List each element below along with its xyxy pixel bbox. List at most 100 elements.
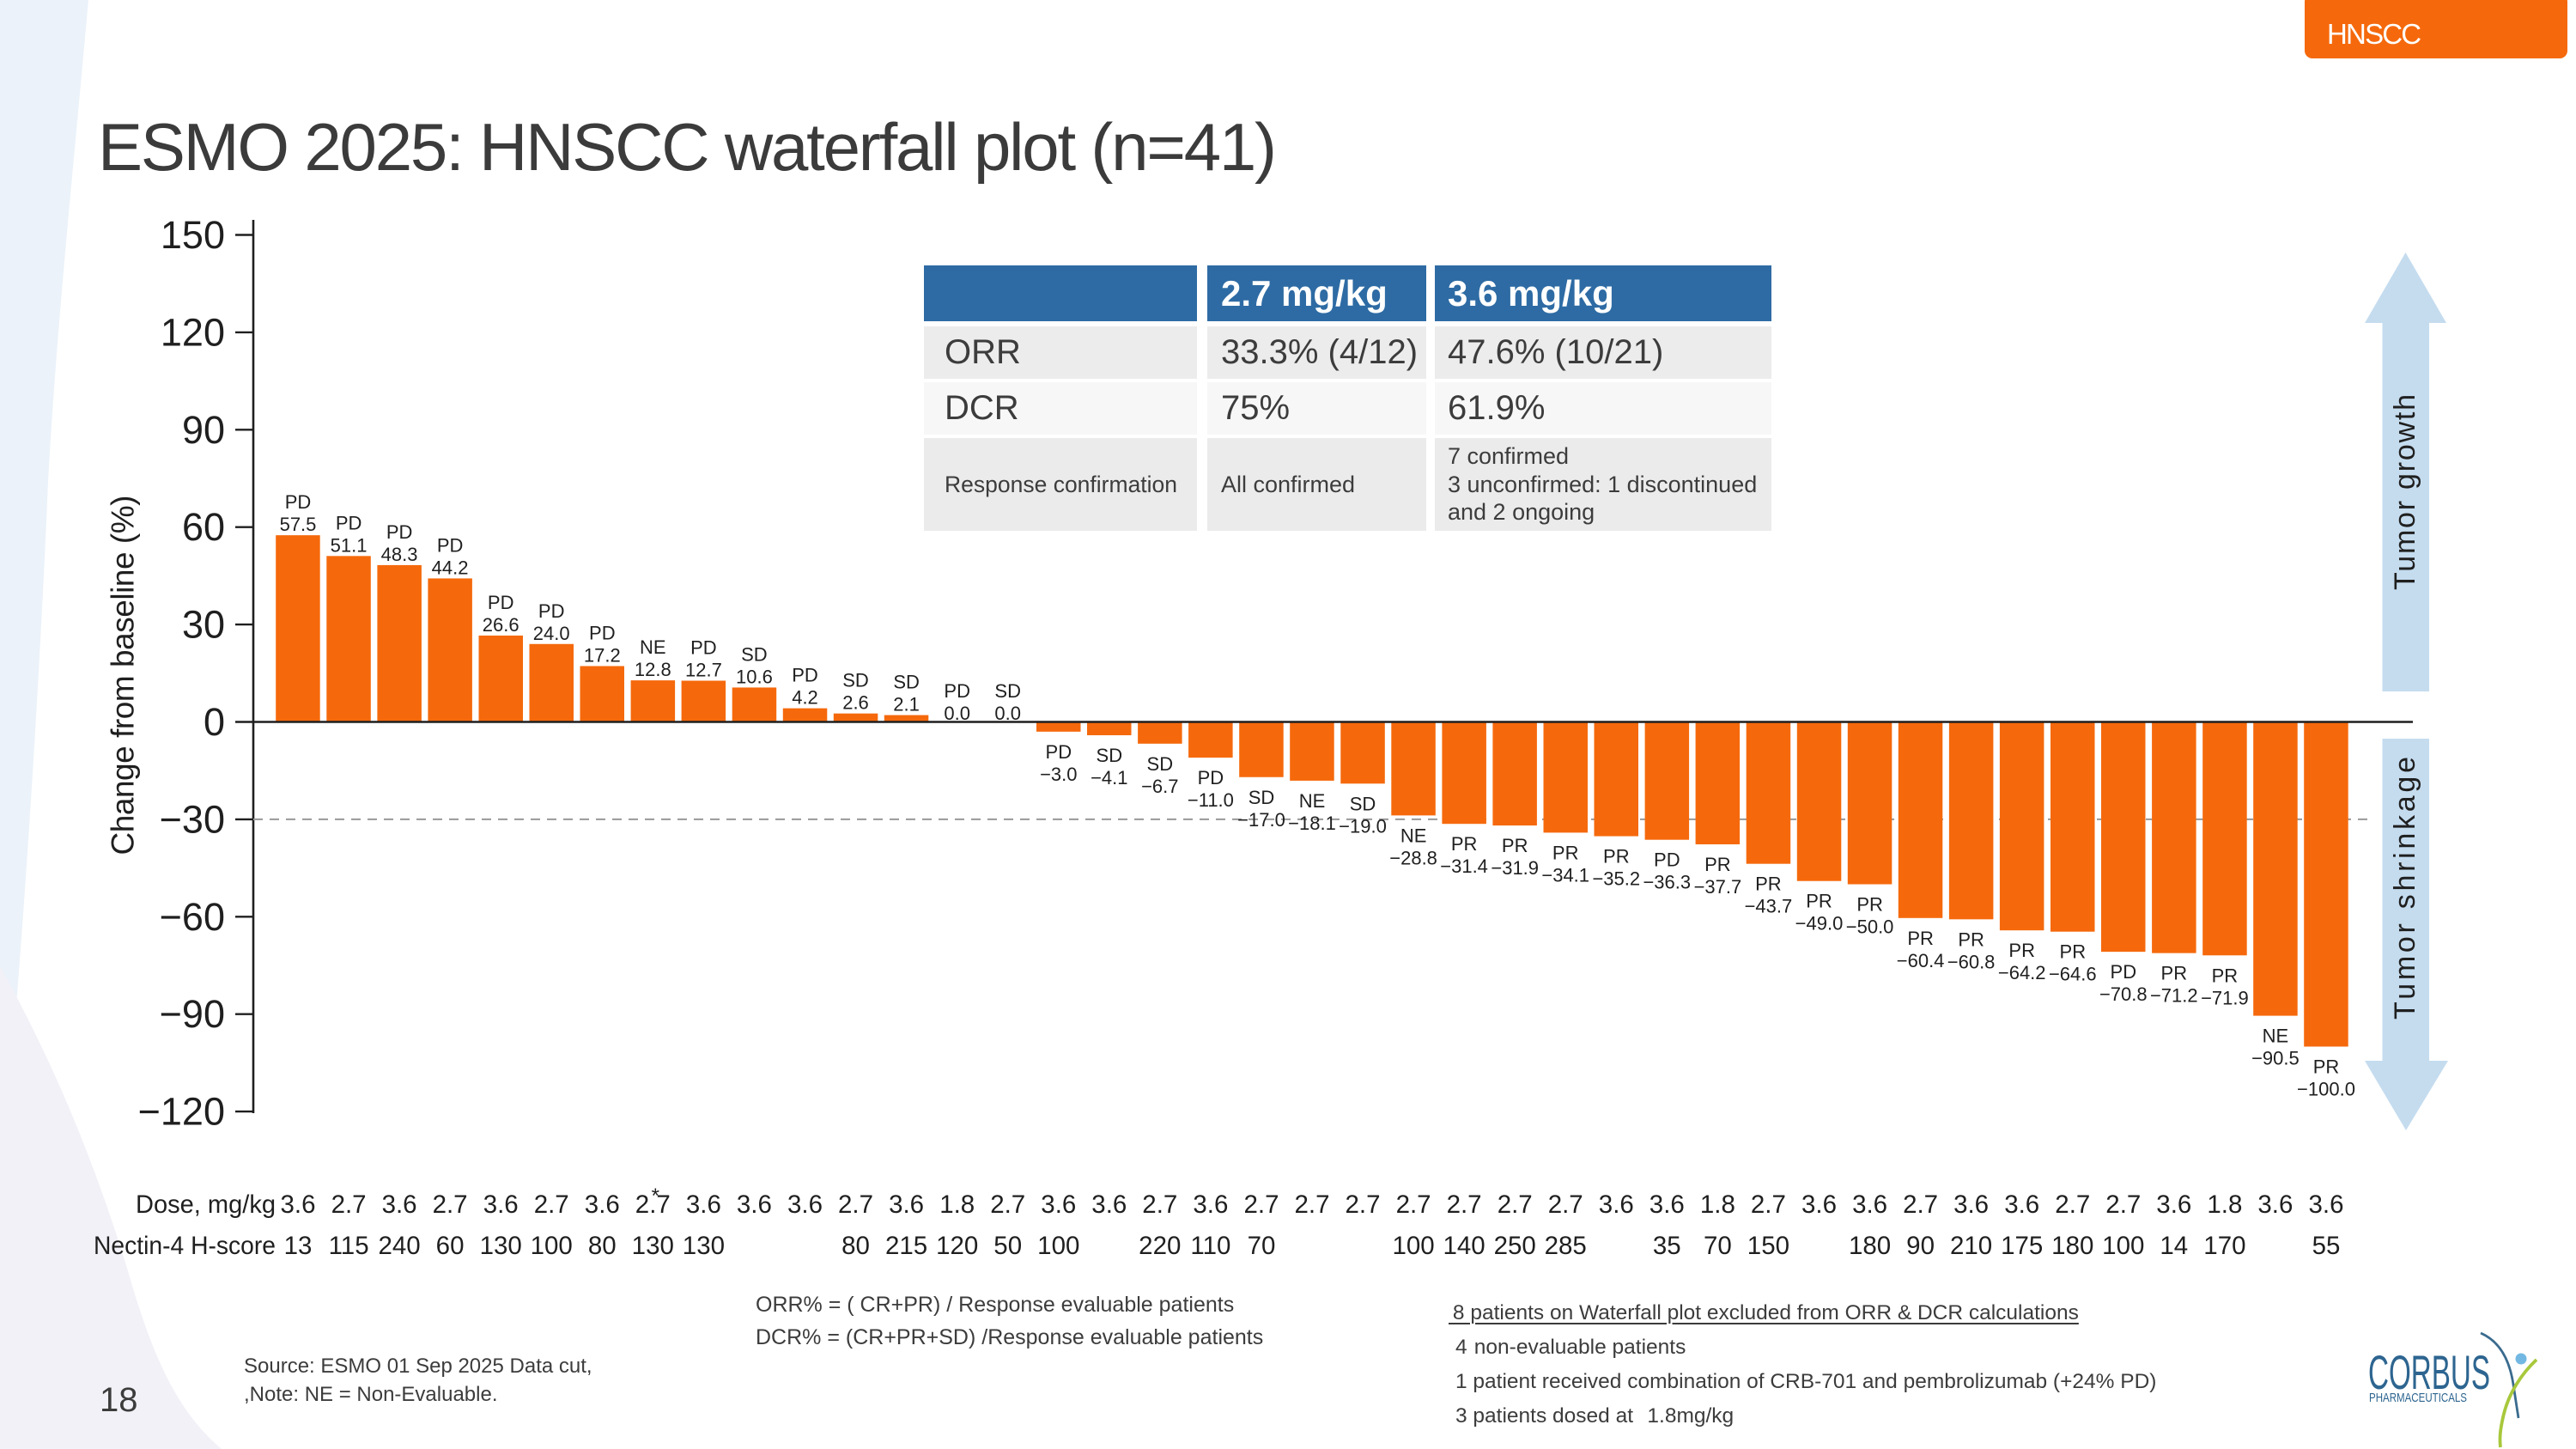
svg-text:3.6: 3.6 — [280, 1190, 315, 1219]
svg-text:*: * — [652, 1184, 659, 1208]
svg-text:10.6: 10.6 — [736, 666, 773, 687]
svg-text:2.7: 2.7 — [1142, 1190, 1177, 1219]
svg-text:2.7: 2.7 — [1243, 1190, 1279, 1219]
svg-text:PR: PR — [2161, 963, 2188, 984]
svg-text:2.7: 2.7 — [1751, 1190, 1786, 1219]
svg-text:1.8: 1.8 — [2207, 1190, 2242, 1219]
svg-text:3.6: 3.6 — [889, 1190, 924, 1219]
svg-text:PD: PD — [437, 534, 464, 556]
svg-text:110: 110 — [1190, 1232, 1230, 1260]
svg-text:3.6: 3.6 — [585, 1190, 620, 1219]
svg-text:PR: PR — [1958, 928, 1984, 950]
svg-text:PR: PR — [1806, 891, 1832, 912]
svg-text:3.6: 3.6 — [1041, 1190, 1076, 1219]
svg-text:1.8: 1.8 — [1700, 1190, 1735, 1219]
svg-text:−70.8: −70.8 — [2099, 983, 2148, 1005]
svg-text:70: 70 — [1704, 1232, 1732, 1260]
svg-text:120: 120 — [936, 1232, 978, 1260]
svg-text:2.7: 2.7 — [1345, 1190, 1380, 1219]
svg-text:Tumor shrinkage: Tumor shrinkage — [2389, 757, 2421, 1020]
svg-text:−90.5: −90.5 — [2251, 1048, 2300, 1069]
svg-text:35: 35 — [1653, 1232, 1681, 1260]
svg-text:60: 60 — [182, 505, 225, 549]
svg-text:13: 13 — [284, 1232, 313, 1260]
svg-text:0.0: 0.0 — [944, 703, 970, 724]
svg-text:SD: SD — [1350, 793, 1376, 814]
svg-text:PHARMACEUTICALS: PHARMACEUTICALS — [2369, 1391, 2467, 1405]
svg-text:130: 130 — [632, 1232, 674, 1260]
svg-text:4.2: 4.2 — [792, 687, 818, 709]
svg-text:PD: PD — [336, 512, 362, 533]
svg-text:3.6: 3.6 — [787, 1190, 823, 1219]
svg-text:Change from baseline (%): Change from baseline (%) — [106, 496, 141, 855]
svg-text:−3.0: −3.0 — [1040, 764, 1077, 785]
svg-text:55: 55 — [2312, 1232, 2341, 1260]
svg-text:−90: −90 — [160, 992, 225, 1036]
svg-text:70: 70 — [1248, 1232, 1276, 1260]
svg-text:150: 150 — [161, 213, 225, 257]
svg-text:44.2: 44.2 — [432, 557, 469, 578]
svg-text:SD: SD — [842, 670, 869, 691]
svg-text:−11.0: −11.0 — [1188, 789, 1234, 811]
svg-text:CORBUS: CORBUS — [2368, 1345, 2490, 1399]
svg-text:240: 240 — [378, 1232, 420, 1260]
svg-text:180: 180 — [2051, 1232, 2093, 1260]
svg-text:3.6: 3.6 — [2257, 1190, 2293, 1219]
svg-text:130: 130 — [683, 1232, 725, 1260]
svg-text:285: 285 — [1545, 1232, 1587, 1260]
svg-text:PD: PD — [538, 600, 565, 622]
svg-text:−71.2: −71.2 — [2150, 985, 2198, 1007]
svg-text:2.7: 2.7 — [635, 1190, 671, 1219]
svg-text:90: 90 — [182, 408, 225, 452]
svg-text:3.6: 3.6 — [2308, 1190, 2343, 1219]
svg-text:PR: PR — [1755, 874, 1782, 895]
svg-text:57.5: 57.5 — [280, 514, 317, 535]
svg-text:PD: PD — [589, 623, 616, 644]
svg-text:12.8: 12.8 — [635, 659, 671, 680]
svg-text:PR: PR — [1552, 842, 1579, 863]
svg-text:60: 60 — [436, 1232, 465, 1260]
svg-text:−6.7: −6.7 — [1141, 776, 1178, 797]
svg-text:120: 120 — [161, 310, 225, 354]
svg-text:2.7: 2.7 — [838, 1190, 873, 1219]
svg-text:30: 30 — [182, 603, 225, 647]
svg-text:PD: PD — [1198, 767, 1224, 788]
svg-text:−49.0: −49.0 — [1795, 913, 1844, 935]
svg-text:3.6: 3.6 — [1953, 1190, 1989, 1219]
svg-text:140: 140 — [1443, 1232, 1485, 1260]
svg-text:PR: PR — [1907, 928, 1934, 949]
svg-text:17.2: 17.2 — [584, 645, 621, 667]
svg-text:100: 100 — [1037, 1232, 1079, 1260]
svg-text:3.6: 3.6 — [1193, 1190, 1228, 1219]
svg-text:80: 80 — [841, 1232, 870, 1260]
svg-text:150: 150 — [1747, 1232, 1789, 1260]
svg-text:3.6: 3.6 — [2004, 1190, 2039, 1219]
svg-text:PD: PD — [2111, 961, 2137, 983]
svg-text:PR: PR — [2313, 1056, 2340, 1078]
svg-text:NE: NE — [1400, 825, 1427, 846]
svg-text:−100.0: −100.0 — [2297, 1079, 2355, 1100]
svg-text:2.7: 2.7 — [433, 1190, 468, 1219]
svg-text:2.7: 2.7 — [2055, 1190, 2090, 1219]
svg-text:−64.2: −64.2 — [1998, 962, 2046, 983]
svg-text:2.1: 2.1 — [893, 694, 920, 715]
svg-text:2.7: 2.7 — [1548, 1190, 1583, 1219]
svg-text:PD: PD — [1654, 849, 1680, 871]
svg-text:−120: −120 — [138, 1090, 225, 1134]
svg-text:−60: −60 — [160, 895, 225, 939]
svg-text:26.6: 26.6 — [483, 614, 519, 636]
svg-text:50: 50 — [993, 1232, 1022, 1260]
svg-text:SD: SD — [994, 680, 1021, 702]
svg-text:115: 115 — [329, 1232, 369, 1260]
svg-text:2.7: 2.7 — [990, 1190, 1025, 1219]
svg-text:PD: PD — [1046, 741, 1072, 763]
svg-text:SD: SD — [1097, 745, 1123, 766]
svg-text:PD: PD — [488, 592, 514, 613]
svg-text:24.0: 24.0 — [533, 623, 570, 644]
svg-text:180: 180 — [1849, 1232, 1891, 1260]
svg-text:PR: PR — [2060, 941, 2087, 963]
svg-text:PR: PR — [1603, 846, 1630, 868]
svg-text:NE: NE — [2263, 1026, 2289, 1047]
svg-text:PR: PR — [1856, 894, 1883, 916]
svg-text:−50.0: −50.0 — [1846, 916, 1894, 938]
